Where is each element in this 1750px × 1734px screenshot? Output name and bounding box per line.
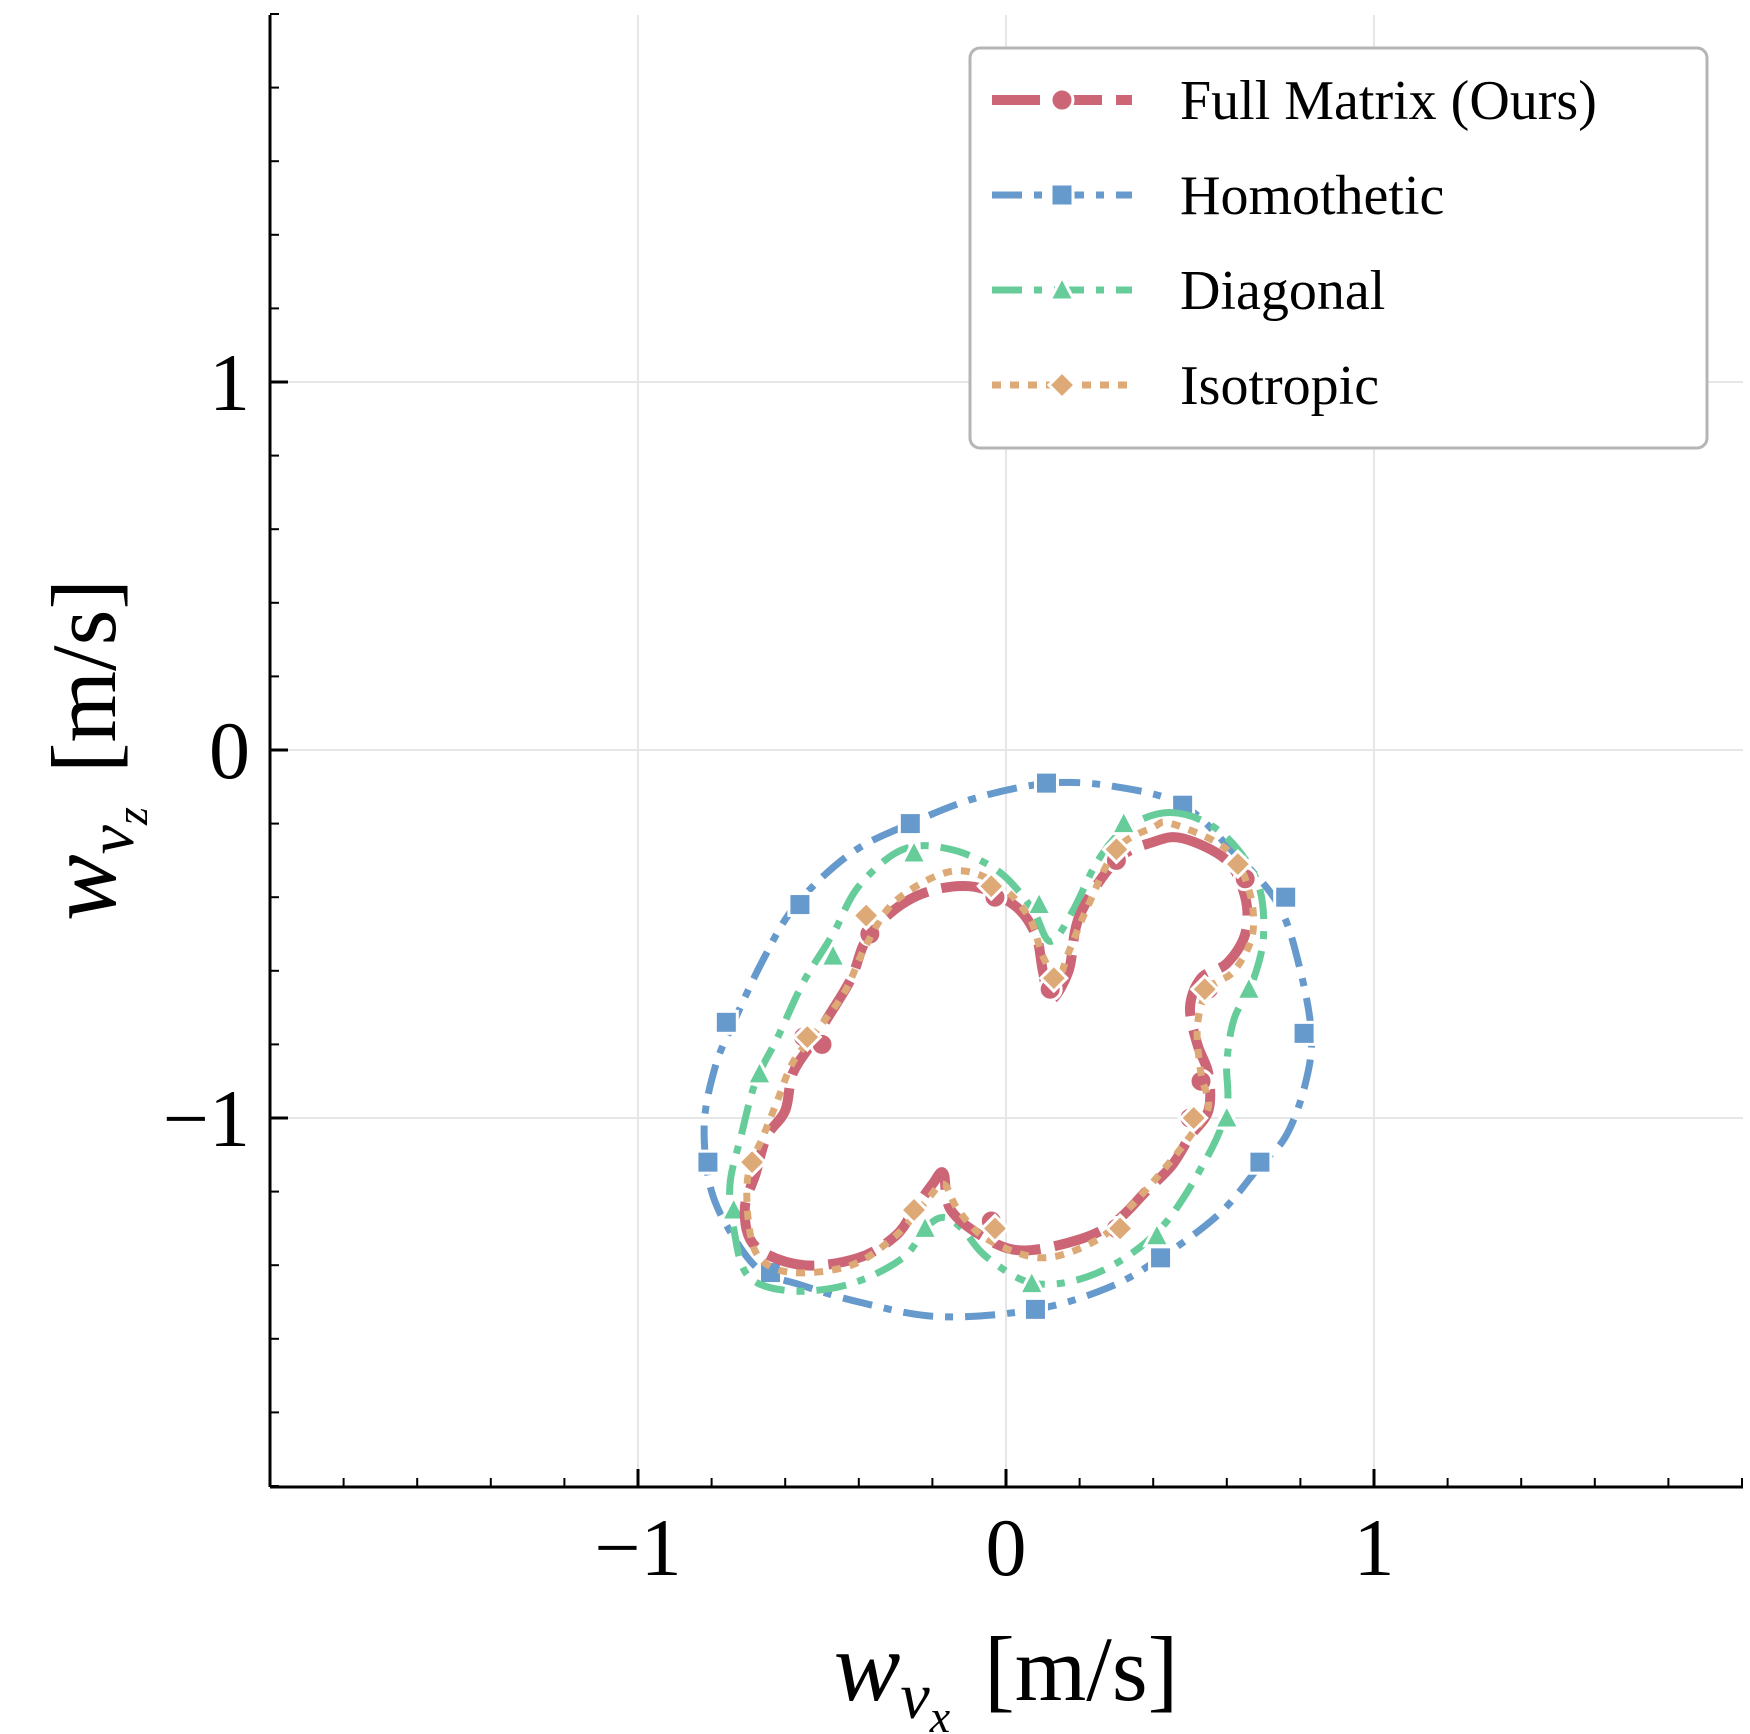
data-point-homothetic [787, 892, 813, 918]
data-point-homothetic [1022, 1296, 1048, 1322]
data-point-diagonal [899, 836, 929, 865]
data-point-isotropic [736, 1147, 768, 1178]
data-point-isotropic [1038, 963, 1069, 994]
data-point-diagonal [1142, 1219, 1172, 1248]
data-point-isotropic [1222, 848, 1253, 880]
data-point-diagonal [1024, 888, 1054, 917]
data-point-isotropic [1189, 974, 1220, 1005]
data-point-isotropic [1101, 834, 1132, 865]
data-point-diagonal [1109, 807, 1139, 836]
data-point-diagonal [719, 1193, 749, 1222]
ticks: −1 0 1 −1 0 1 [163, 13, 1743, 1593]
legend-marker-diagonal [1047, 273, 1077, 302]
legend-label-full-matrix-ours: Full Matrix (Ours) [1180, 70, 1597, 132]
data-point-isotropic [898, 1194, 930, 1226]
data-point-isotropic [976, 871, 1007, 902]
data-point-homothetic [1247, 1149, 1273, 1175]
legend-marker-homothetic [1049, 182, 1075, 208]
data-point-isotropic [851, 900, 882, 931]
legend-label-isotropic: Isotropic [1180, 355, 1379, 417]
series-line-diagonal [726, 808, 1268, 1295]
data-point-diagonal [1212, 1101, 1242, 1130]
data-point-diagonal [744, 1057, 774, 1086]
axis-labels: wvx [m/s] wvz[m/s] [26, 579, 1178, 1734]
legend-entry-homothetic: Homothetic [992, 165, 1444, 227]
data-point-isotropic [1178, 1102, 1209, 1134]
data-point-diagonal [1017, 1267, 1047, 1296]
legend-entry-full-matrix-ours: Full Matrix (Ours) [992, 70, 1597, 132]
legend-marker-isotropic [1046, 369, 1078, 401]
legend-label-diagonal: Diagonal [1180, 260, 1385, 322]
legend-label-homothetic: Homothetic [1180, 165, 1444, 227]
x-tick-label: 0 [986, 1502, 1027, 1593]
data-point-diagonal [818, 939, 848, 968]
data-point-diagonal [910, 1212, 940, 1240]
data-point-isotropic [792, 1021, 823, 1053]
data-point-homothetic [713, 1009, 739, 1035]
series-line-homothetic [700, 778, 1315, 1321]
data-point-homothetic [695, 1149, 721, 1175]
data-point-diagonal [1234, 972, 1264, 1001]
x-tick-label: −1 [594, 1502, 681, 1593]
legend-marker-full-matrix-ours [1049, 87, 1075, 113]
data-point-isotropic [979, 1213, 1011, 1244]
y-axis-label: wvz[m/s] [26, 579, 157, 921]
y-tick-label: −1 [163, 1073, 250, 1164]
data-point-isotropic [1104, 1213, 1136, 1244]
y-tick-label: 1 [209, 337, 250, 428]
data-point-homothetic [1273, 884, 1299, 910]
data-point-homothetic [897, 811, 923, 837]
series-homothetic [695, 770, 1317, 1322]
legend: Full Matrix (Ours) Homothetic Diagonal Isot… [968, 46, 1709, 450]
series-group [695, 770, 1317, 1322]
legend-box [968, 46, 1709, 450]
data-point-homothetic [1291, 1020, 1317, 1046]
legend-entry-isotropic: Isotropic [992, 355, 1379, 417]
data-point-homothetic [1148, 1245, 1174, 1271]
series-isotropic [736, 818, 1258, 1277]
data-point-homothetic [1033, 770, 1059, 796]
x-tick-label: 1 [1354, 1502, 1395, 1593]
legend-entry-diagonal: Diagonal [992, 260, 1385, 322]
x-axis-label: wvx [m/s] [834, 1611, 1179, 1734]
y-tick-label: 0 [209, 705, 250, 796]
